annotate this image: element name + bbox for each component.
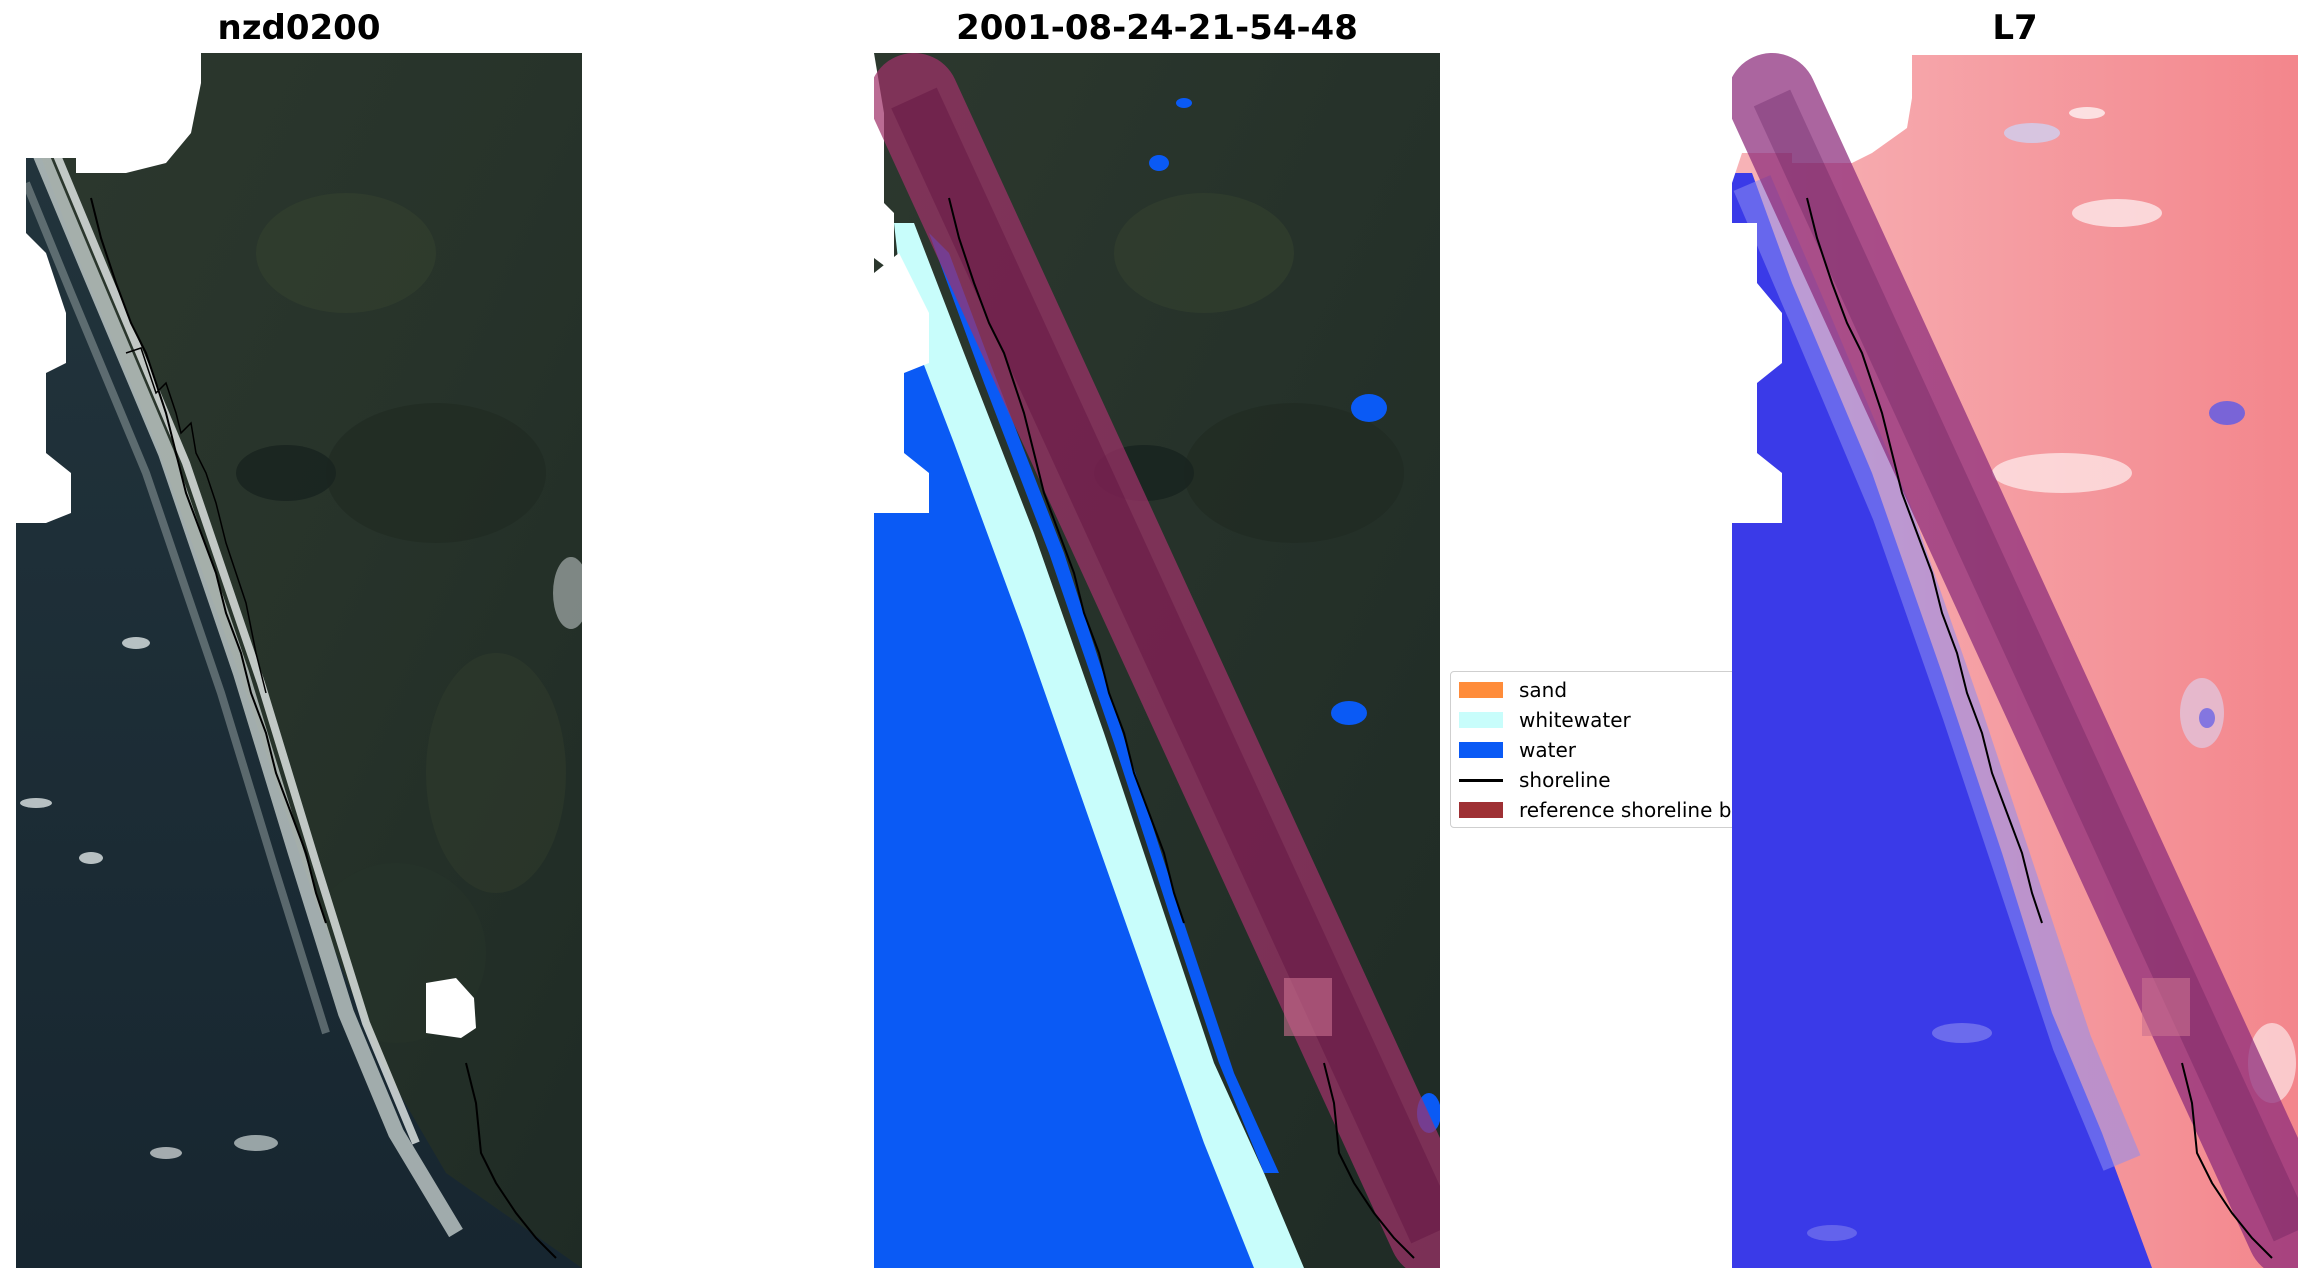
rgb-image-panel xyxy=(16,53,582,1268)
legend-label: reference shoreline b xyxy=(1519,798,1732,822)
legend-swatch-whitewater xyxy=(1459,712,1503,728)
classification-panel xyxy=(874,53,1440,1268)
legend-item-whitewater: whitewater xyxy=(1459,705,1631,735)
legend-swatch-water xyxy=(1459,742,1503,758)
legend-label: water xyxy=(1519,738,1576,762)
index-panel xyxy=(1732,53,2298,1268)
legend-swatch-reference-buffer xyxy=(1459,802,1503,818)
legend-item-sand: sand xyxy=(1459,675,1567,705)
panel-title-rgb: nzd0200 xyxy=(217,8,381,48)
index-map xyxy=(1732,53,2298,1268)
legend-item-reference-buffer: reference shoreline b xyxy=(1459,795,1731,825)
legend-swatch-sand xyxy=(1459,682,1503,698)
classification-map xyxy=(874,53,1440,1268)
panel-title-index: L7 xyxy=(1992,8,2038,48)
legend-item-shoreline: shoreline xyxy=(1459,765,1611,795)
panel-title-classification: 2001-08-24-21-54-48 xyxy=(956,8,1358,48)
legend-label: whitewater xyxy=(1519,708,1631,732)
rgb-satellite-image xyxy=(16,53,582,1268)
legend-swatch-shoreline xyxy=(1459,778,1503,782)
legend-label: sand xyxy=(1519,678,1568,702)
legend: sand whitewater water shoreline referenc… xyxy=(1450,671,1740,828)
legend-label: shoreline xyxy=(1519,768,1611,792)
legend-item-water: water xyxy=(1459,735,1576,765)
